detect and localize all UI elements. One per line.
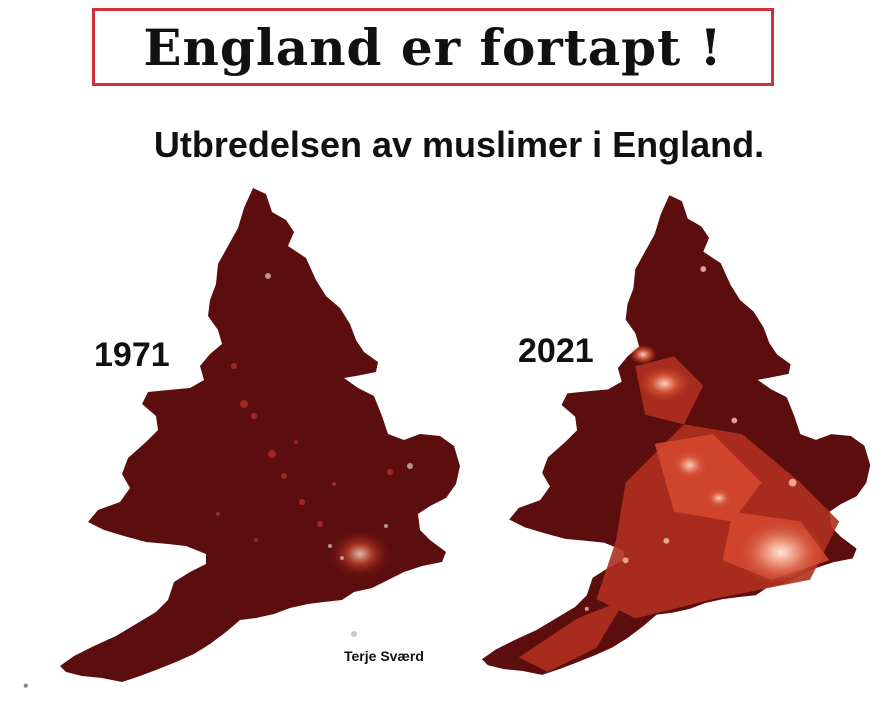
author-credit: Terje Sværd: [344, 648, 424, 664]
map-england-2021: [481, 195, 871, 675]
england-wales-outline: [60, 188, 460, 682]
year-label-2021: 2021: [518, 332, 594, 370]
small-mark: ⁕: [22, 682, 30, 692]
year-label-1971: 1971: [94, 336, 170, 374]
headline-frame: England er fortapt !: [92, 8, 774, 86]
population-regions: [518, 356, 840, 672]
population-spots: [216, 363, 393, 542]
headline: England er fortapt !: [143, 17, 723, 77]
subtitle: Utbredelsen av muslimer i England.: [153, 124, 765, 165]
map-england-1971: [60, 188, 460, 682]
